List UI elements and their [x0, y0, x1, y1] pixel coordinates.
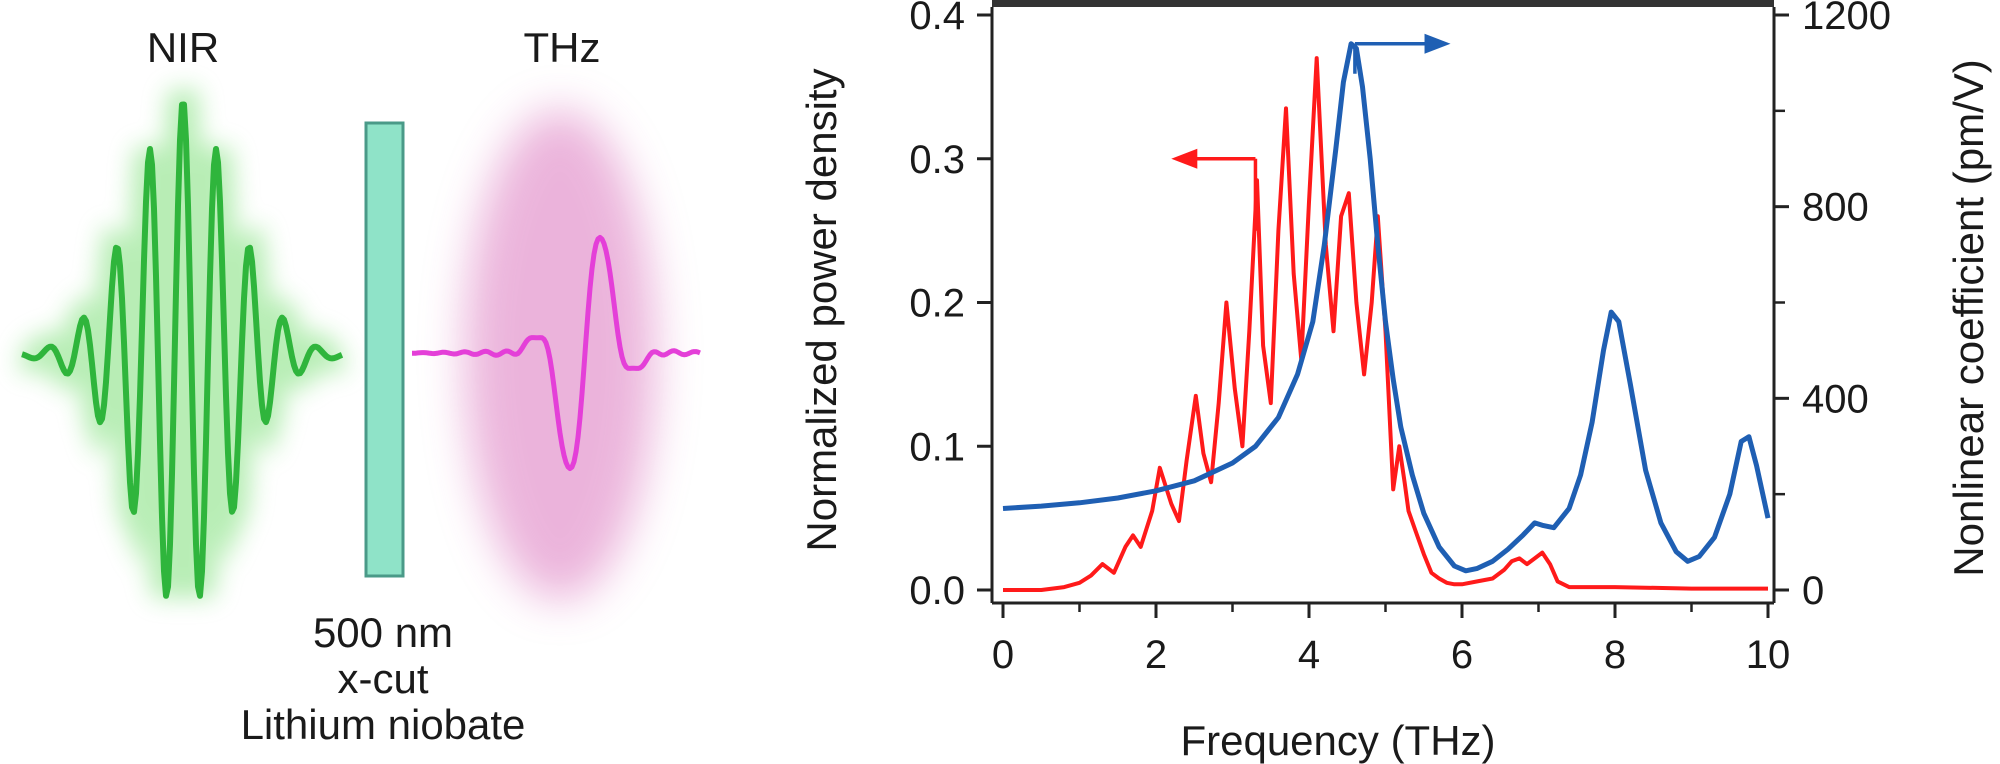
left-tick-label: 0.3	[909, 138, 965, 182]
right-axis-title: Nonlinear coefficient (pm/V)	[1945, 59, 1992, 576]
nir-pulse-graphic	[17, 88, 348, 600]
thz-label: THz	[524, 24, 601, 71]
schematic-panel: NIR THz 500 nm x-cut Lithium niobate	[17, 24, 701, 748]
power-density-line	[1003, 56, 1768, 592]
nir-pulse-wave	[21, 101, 344, 599]
coefficient-axis-arrow-head	[1424, 33, 1451, 54]
x-tick-label: 2	[1145, 633, 1167, 677]
right-tick-label: 400	[1802, 377, 1869, 421]
spectrum-chart: 0 2 4 6 8 10 0.0 0.1 0.2 0.3 0.4 0 400 800 1200 Freq…	[798, 0, 1992, 764]
x-tick-label: 6	[1451, 633, 1473, 677]
right-tick-label: 800	[1802, 186, 1869, 230]
crystal-label-material: Lithium niobate	[241, 701, 526, 748]
left-tick-label: 0.2	[909, 282, 965, 326]
left-tick-label: 0.4	[909, 0, 965, 38]
thz-pulse-graphic	[411, 110, 701, 600]
thz-pulse-wave	[411, 234, 701, 472]
left-axis-ticks: 0.0 0.1 0.2 0.3 0.4	[909, 0, 992, 613]
lithium-niobate-crystal	[364, 121, 405, 578]
nir-pulse-glow	[17, 88, 348, 600]
x-axis-title: Frequency (THz)	[1180, 717, 1495, 764]
right-tick-label: 0	[1802, 569, 1824, 613]
x-tick-label: 0	[992, 633, 1014, 677]
plot-frame-top	[992, 0, 1774, 7]
thz-pulse-glow	[465, 110, 655, 600]
power-axis-arrow-head	[1171, 148, 1198, 169]
nir-label: NIR	[147, 24, 219, 71]
crystal-label-thickness: 500 nm	[313, 609, 453, 656]
right-tick-label: 1200	[1802, 0, 1891, 38]
right-axis-ticks: 0 400 800 1200	[1774, 0, 1891, 613]
series-layer	[1002, 41, 1771, 592]
x-tick-label: 10	[1746, 633, 1791, 677]
left-tick-label: 0.0	[909, 569, 965, 613]
annotation-layer	[1171, 33, 1451, 231]
left-axis-title: Normalized power density	[798, 68, 845, 551]
x-tick-label: 8	[1604, 633, 1626, 677]
left-tick-label: 0.1	[909, 425, 965, 469]
nonlinear-coefficient-line	[1002, 41, 1771, 574]
crystal-label-cut: x-cut	[337, 655, 428, 702]
x-axis-ticks: 0 2 4 6 8 10	[992, 603, 1790, 677]
x-tick-label: 4	[1298, 633, 1320, 677]
